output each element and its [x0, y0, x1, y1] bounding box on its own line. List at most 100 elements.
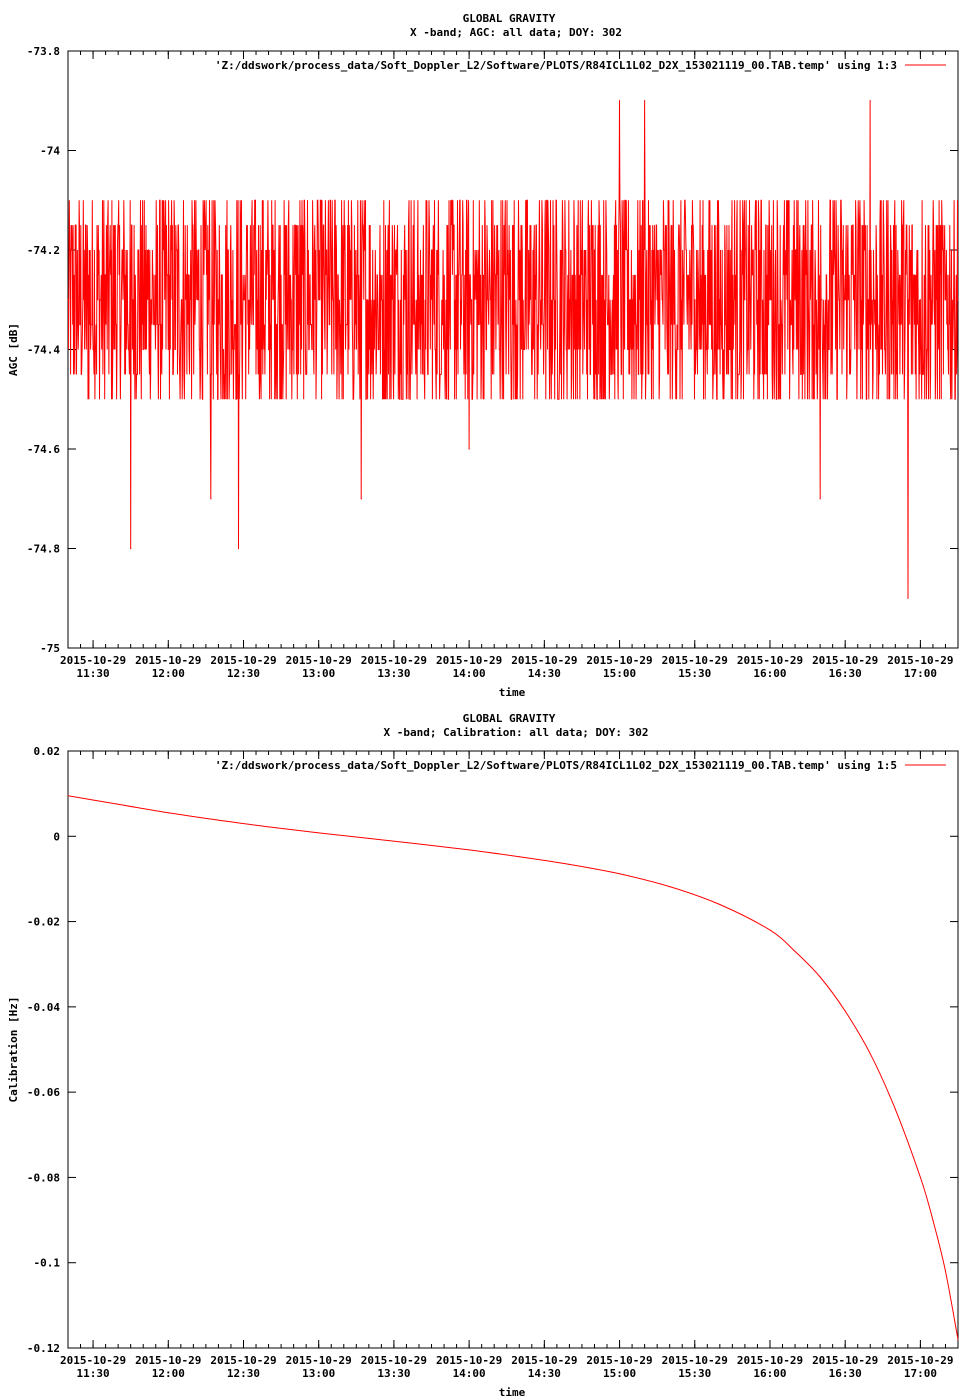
x-tick-date: 2015-10-29: [511, 654, 577, 667]
x-tick-label: 11:30: [77, 1367, 110, 1380]
agc-data-point: [769, 299, 771, 301]
x-tick-date: 2015-10-29: [135, 654, 201, 667]
calibration-data-point: [368, 837, 370, 839]
x-tick-date: 2015-10-29: [812, 1354, 878, 1367]
y-tick-label: -0.1: [34, 1257, 61, 1270]
x-tick-label: 17:00: [904, 667, 937, 680]
calibration-data-point: [518, 856, 520, 858]
x-tick-label: 13:30: [377, 667, 410, 680]
x-tick-date: 2015-10-29: [887, 1354, 953, 1367]
y-tick-label: -74.2: [27, 244, 60, 257]
calibration-data-point: [669, 886, 671, 888]
x-tick-date: 2015-10-29: [210, 1354, 276, 1367]
agc-data-point: [318, 299, 320, 301]
y-tick-label: -73.8: [27, 45, 60, 58]
calibration-data-point: [268, 826, 270, 828]
agc-data-point: [418, 299, 420, 301]
x-tick-date: 2015-10-29: [60, 654, 126, 667]
x-tick-label: 14:00: [453, 667, 486, 680]
chart-title: GLOBAL GRAVITY: [463, 712, 556, 725]
calibration-data-point: [217, 819, 219, 821]
agc-data-point: [237, 547, 240, 550]
calibration-data-point: [794, 950, 796, 952]
calibration-series-line: [68, 795, 958, 1340]
x-tick-date: 2015-10-29: [586, 1354, 652, 1367]
agc-data-point: [130, 547, 132, 550]
x-tick-date: 2015-10-29: [361, 654, 427, 667]
x-tick-date: 2015-10-29: [60, 1354, 126, 1367]
x-tick-date: 2015-10-29: [662, 1354, 728, 1367]
agc-data-point: [919, 299, 921, 301]
x-tick-label: 17:00: [904, 1367, 937, 1380]
x-tick-label: 13:00: [302, 667, 335, 680]
y-tick-label: -0.06: [27, 1086, 60, 1099]
agc-data-point: [393, 299, 395, 301]
agc-data-point: [844, 299, 846, 301]
x-axis-label: time: [499, 1386, 526, 1399]
x-tick-label: 14:00: [453, 1367, 486, 1380]
y-tick-label: 0: [53, 830, 60, 843]
legend-label: 'Z:/ddswork/process_data/Soft_Doppler_L2…: [215, 759, 897, 772]
x-tick-date: 2015-10-29: [887, 654, 953, 667]
calibration-data-point: [957, 1338, 959, 1340]
x-tick-date: 2015-10-29: [436, 1354, 502, 1367]
x-tick-label: 12:00: [152, 1367, 185, 1380]
calibration-data-point: [619, 873, 621, 875]
agc-data-point: [92, 348, 94, 351]
agc-data-point: [210, 498, 212, 500]
agc-data-point: [944, 299, 947, 301]
agc-data-point: [656, 299, 658, 301]
calibration-data-point: [67, 795, 69, 797]
agc-data-point: [794, 299, 796, 301]
x-tick-label: 15:00: [603, 1367, 636, 1380]
agc-data-point: [694, 299, 696, 301]
agc-data-point: [631, 299, 633, 301]
calibration-data-point: [719, 904, 721, 906]
agc-data-point: [593, 249, 596, 251]
agc-data-point: [669, 299, 671, 301]
legend-label: 'Z:/ddswork/process_data/Soft_Doppler_L2…: [215, 59, 897, 72]
calibration-data-point: [944, 1270, 946, 1272]
y-tick-label: -0.04: [27, 1001, 60, 1014]
y-tick-label: -0.08: [27, 1171, 60, 1184]
y-tick-label: -0.12: [27, 1342, 60, 1355]
x-tick-label: 14:30: [528, 1367, 561, 1380]
x-tick-date: 2015-10-29: [286, 1354, 352, 1367]
x-tick-label: 12:30: [227, 667, 260, 680]
x-tick-label: 16:30: [829, 667, 862, 680]
x-tick-label: 16:00: [753, 1367, 786, 1380]
x-axis-label: time: [499, 686, 526, 699]
agc-data-point: [343, 299, 345, 301]
calibration-data-point: [167, 812, 169, 814]
x-tick-date: 2015-10-29: [737, 654, 803, 667]
agc-data-point: [167, 348, 169, 351]
x-tick-label: 16:30: [829, 1367, 862, 1380]
agc-data-point: [293, 299, 295, 301]
agc-data-point: [468, 448, 470, 450]
calibration-data-point: [318, 832, 320, 834]
chart-subtitle: X -band; Calibration: all data; DOY: 302: [384, 726, 649, 739]
agc-data-point: [155, 324, 157, 326]
agc-data-point: [67, 299, 69, 301]
agc-data-point: [360, 498, 362, 500]
agc-data-point: [957, 299, 959, 301]
agc-data-point: [618, 100, 621, 102]
y-tick-label: -74.4: [27, 344, 60, 357]
x-tick-date: 2015-10-29: [737, 1354, 803, 1367]
agc-data-point: [267, 348, 270, 351]
agc-data-point: [819, 498, 821, 500]
agc-data-point: [869, 100, 871, 102]
agc-data-point: [857, 249, 859, 251]
calibration-data-point: [769, 929, 771, 931]
x-tick-date: 2015-10-29: [135, 1354, 201, 1367]
agc-data-point: [493, 299, 495, 301]
x-tick-date: 2015-10-29: [286, 654, 352, 667]
agc-series-line: [68, 100, 958, 599]
x-tick-label: 14:30: [528, 667, 561, 680]
y-tick-label: -74.8: [27, 543, 60, 556]
x-tick-label: 13:00: [302, 1367, 335, 1380]
agc-data-point: [380, 299, 382, 301]
calibration-data-point: [919, 1176, 921, 1178]
calibration-data-point: [117, 803, 119, 805]
agc-data-point: [250, 299, 252, 301]
